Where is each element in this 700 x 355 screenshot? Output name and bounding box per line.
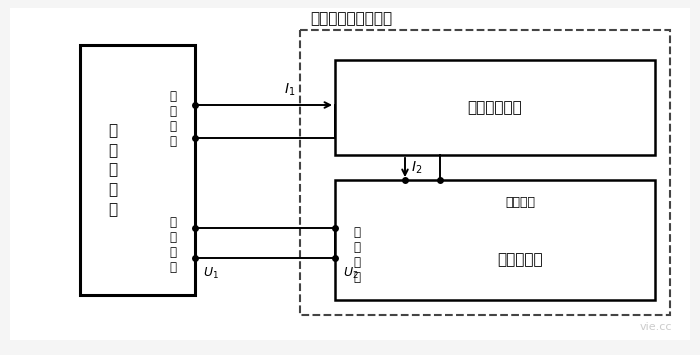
Bar xyxy=(335,180,655,300)
Bar xyxy=(335,60,655,155)
Text: $U_1$: $U_1$ xyxy=(203,266,219,281)
Bar xyxy=(300,30,670,315)
Text: 电
流
端
钮: 电 流 端 钮 xyxy=(169,90,176,148)
Text: 电流转换装置: 电流转换装置 xyxy=(468,100,522,115)
Text: 电
压
端
钮: 电 压 端 钮 xyxy=(354,226,360,284)
Text: 电流型有源模拟电阻: 电流型有源模拟电阻 xyxy=(310,11,392,26)
Text: 电
压
端
钮: 电 压 端 钮 xyxy=(169,216,176,274)
Text: vie.cc: vie.cc xyxy=(640,322,672,332)
Text: $I_1$: $I_1$ xyxy=(284,82,295,98)
Text: 电流端钮: 电流端钮 xyxy=(505,196,535,208)
Text: $U_2$: $U_2$ xyxy=(343,266,359,281)
Text: 标准电阻器: 标准电阻器 xyxy=(497,252,542,268)
Text: $I_2$: $I_2$ xyxy=(411,159,422,176)
Text: 被
检
测
试
仪: 被 检 测 试 仪 xyxy=(108,123,117,217)
Bar xyxy=(80,45,195,295)
